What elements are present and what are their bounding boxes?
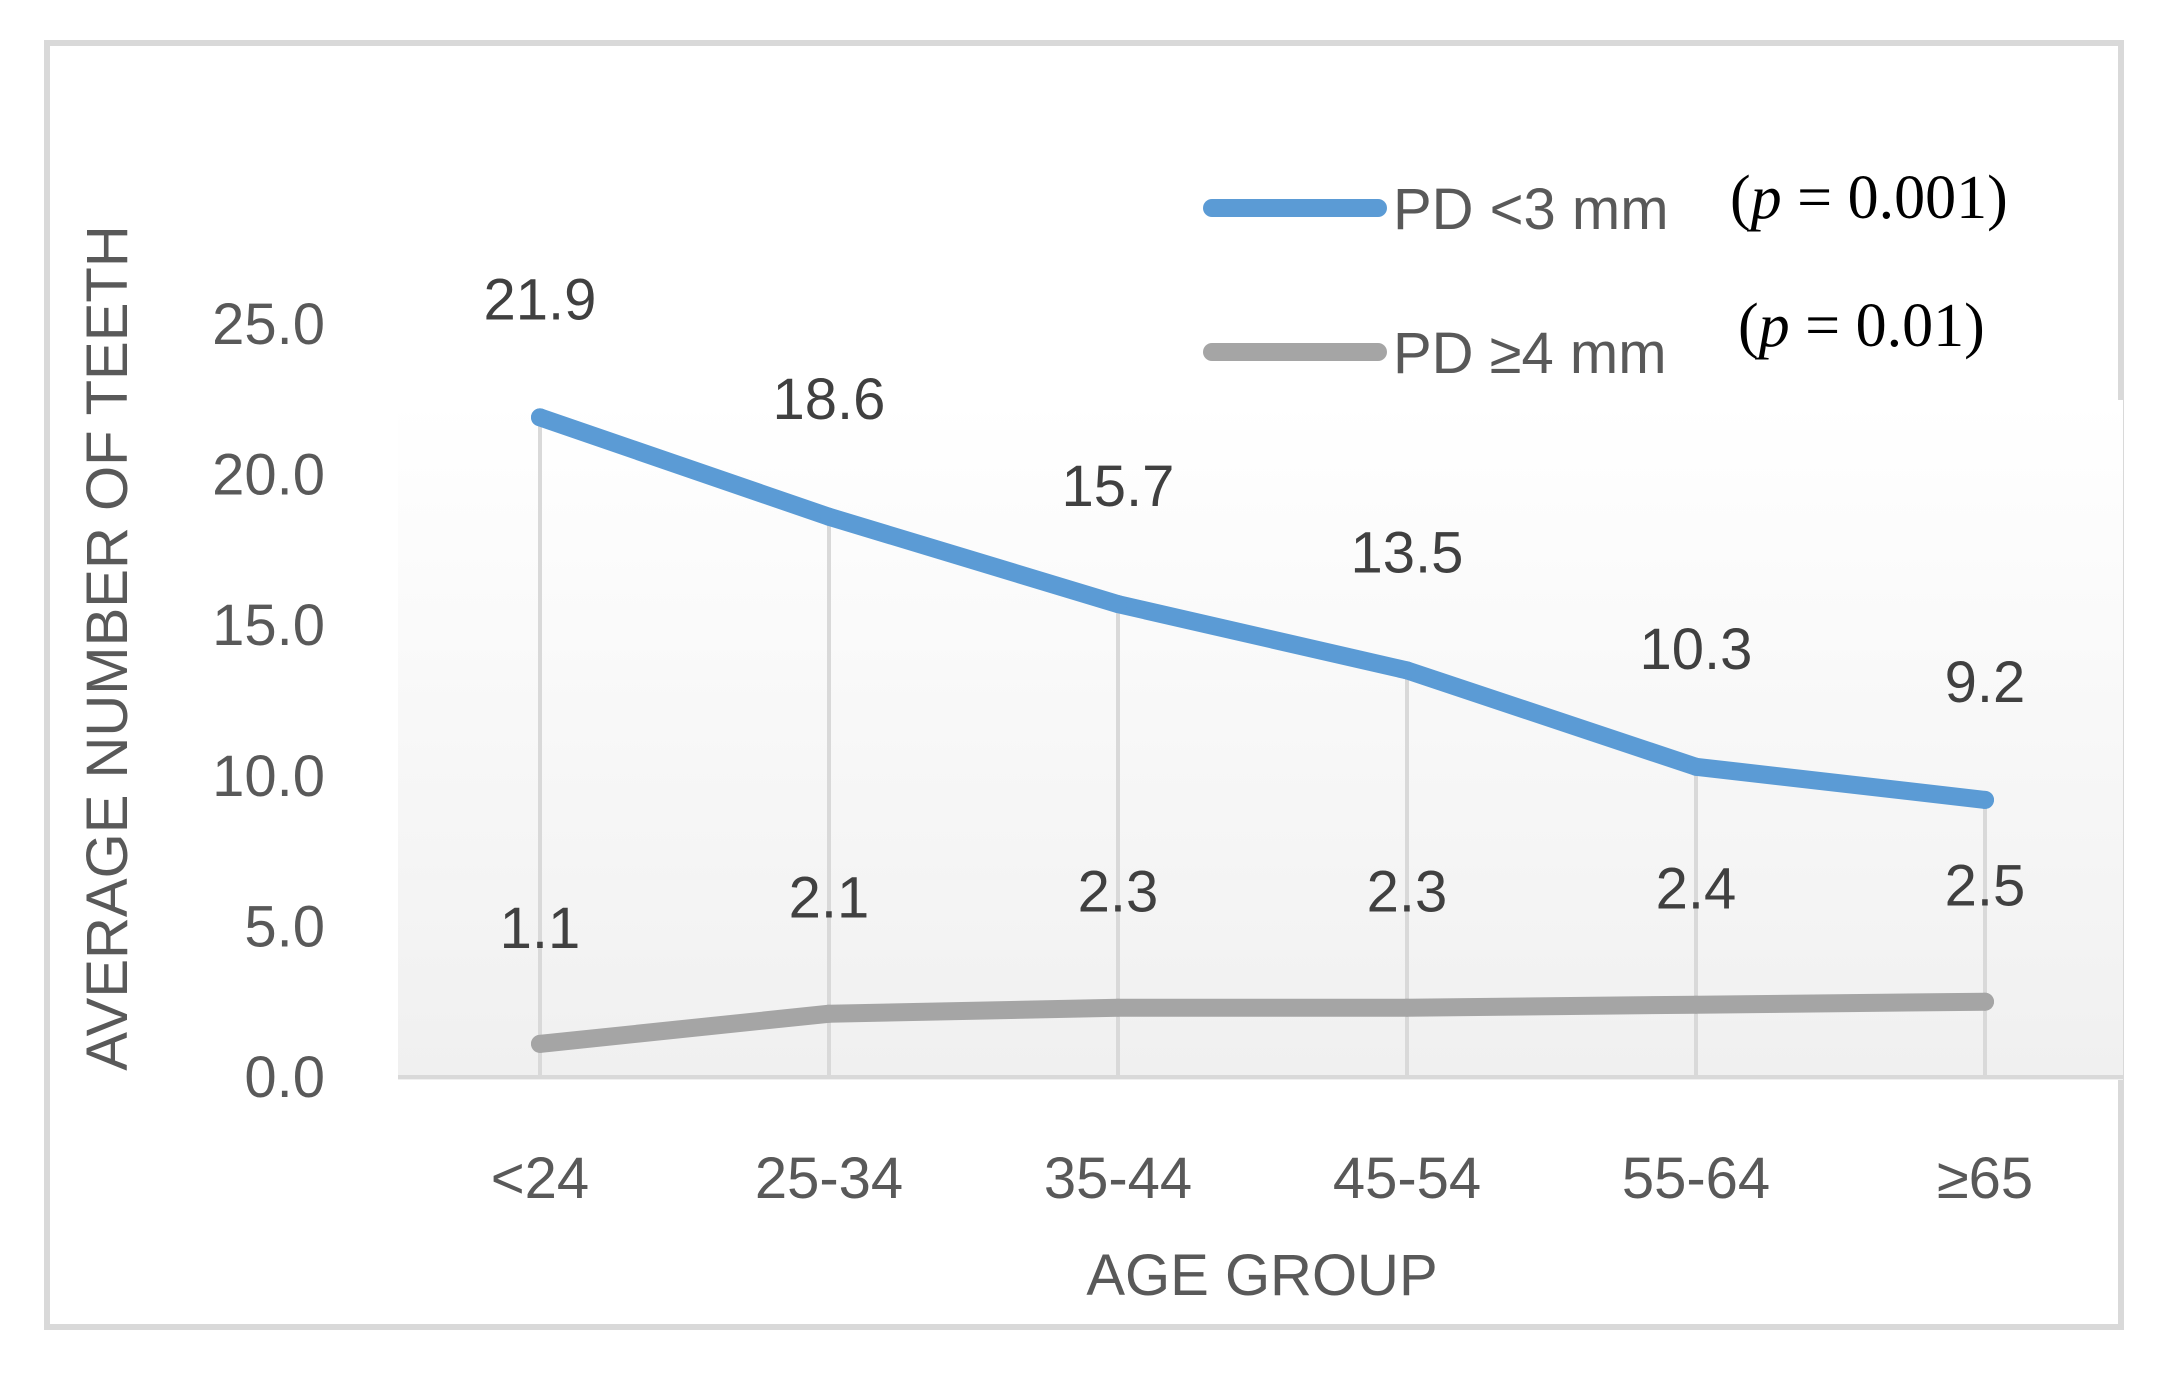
x-axis-ticks: <24 25-34 35-44 45-54 55-64 ≥65 [491, 1146, 2033, 1211]
y-axis-title: AVERAGE NUMBER OF TEETH [75, 225, 140, 1070]
data-point [1976, 992, 1994, 1011]
y-tick-label: 5.0 [244, 894, 325, 959]
data-point [1687, 757, 1705, 776]
data-label: 1.1 [500, 896, 581, 961]
p-value-series-2: (p = 0.01) [1738, 292, 1985, 360]
data-label: 2.3 [1367, 860, 1448, 925]
data-point [1109, 595, 1127, 614]
y-tick-label: 15.0 [212, 593, 325, 658]
data-label: 9.2 [1945, 650, 2026, 715]
y-axis-ticks: 0.0 5.0 10.0 15.0 20.0 25.0 [212, 292, 325, 1110]
series-lines [531, 408, 1994, 1053]
data-point [820, 507, 838, 526]
x-tick-label: ≥65 [1937, 1146, 2033, 1211]
data-label: 18.6 [773, 367, 886, 432]
data-label: 10.3 [1640, 617, 1753, 682]
x-tick-label: 55-64 [1622, 1146, 1770, 1211]
y-tick-label: 20.0 [212, 443, 325, 508]
series-line-2 [531, 992, 1994, 1053]
data-labels: 21.9 18.6 15.7 13.5 10.3 9.2 1.1 2.1 2.3 2.3 2.4 2.… [484, 267, 2026, 960]
data-point [531, 408, 549, 427]
data-point [531, 1034, 549, 1053]
x-tick-label: 45-54 [1333, 1146, 1481, 1211]
series-line-1 [531, 408, 1994, 809]
x-axis-title: AGE GROUP [1086, 1243, 1437, 1308]
data-label: 2.4 [1656, 857, 1737, 922]
data-point [820, 1004, 838, 1023]
data-label: 13.5 [1351, 520, 1464, 585]
p-value-series-1: (p = 0.001) [1730, 164, 2008, 232]
data-point [1687, 995, 1705, 1014]
legend: PD <3 mm PD ≥4 mm [1203, 177, 1669, 386]
legend-label-series-1: PD <3 mm [1393, 177, 1669, 242]
data-label: 15.7 [1062, 454, 1175, 519]
x-tick-label: 25-34 [755, 1146, 903, 1211]
data-label: 2.5 [1945, 854, 2026, 919]
x-tick-label: 35-44 [1044, 1146, 1192, 1211]
data-label: 2.3 [1078, 860, 1159, 925]
data-point [1398, 661, 1416, 680]
y-tick-label: 25.0 [212, 292, 325, 357]
plot-area-background [398, 400, 2123, 1080]
data-point [1976, 790, 1994, 809]
data-point [1398, 998, 1416, 1017]
data-label: 2.1 [789, 866, 870, 931]
x-tick-label: <24 [491, 1146, 589, 1211]
data-point [1109, 998, 1127, 1017]
data-label: 21.9 [484, 267, 597, 332]
drop-lines [538, 417, 1987, 1077]
legend-label-series-2: PD ≥4 mm [1393, 321, 1667, 386]
y-tick-label: 0.0 [244, 1045, 325, 1110]
y-tick-label: 10.0 [212, 744, 325, 809]
